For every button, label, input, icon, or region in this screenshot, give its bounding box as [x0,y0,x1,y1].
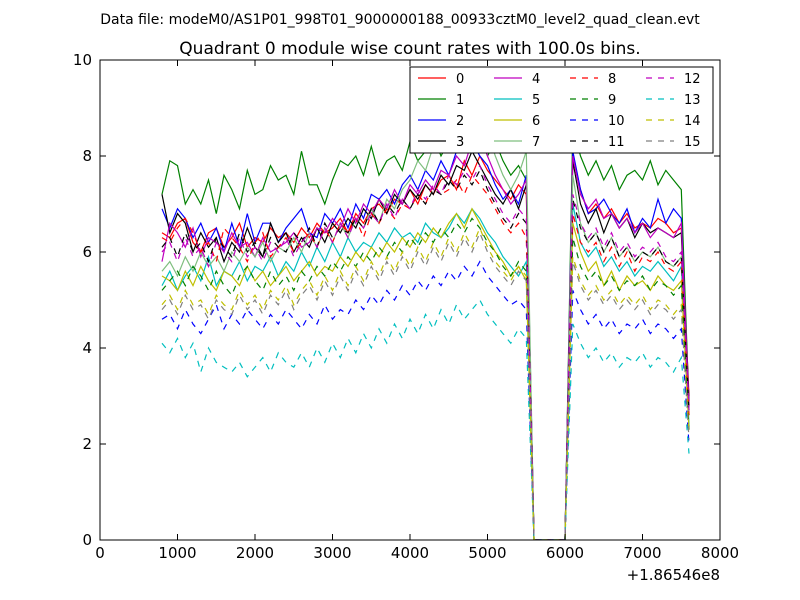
legend-box [409,66,714,154]
legend-label-13: 13 [684,93,701,108]
x-tick-label: 6000 [546,544,584,562]
series-line-13 [161,298,690,540]
series-line-8 [161,174,690,540]
x-tick-label: 2000 [236,544,274,562]
x-tick-label: 0 [95,544,105,562]
series-line-3 [161,149,690,540]
y-tick-label: 4 [82,339,92,357]
series-line-5 [161,203,690,540]
series-line-10 [161,260,690,540]
x-tick-label: 3000 [313,544,351,562]
legend-label-10: 10 [608,114,625,129]
x-tick-label: 1000 [158,544,196,562]
x-tick-label: 4000 [391,544,429,562]
x-tick-label: 7000 [623,544,661,562]
y-tick-label: 2 [82,435,92,453]
legend-label-11: 11 [608,135,625,150]
y-tick-label: 8 [82,147,92,165]
chart-title: Quadrant 0 module wise count rates with … [179,39,640,59]
legend-label-4: 4 [532,72,540,87]
legend-label-14: 14 [684,114,701,129]
x-tick-label: 5000 [468,544,506,562]
legend-label-5: 5 [532,93,540,108]
series-line-12 [161,164,690,540]
legend-label-12: 12 [684,72,701,87]
legend-label-15: 15 [684,135,701,150]
legend-label-2: 2 [456,114,464,129]
x-offset-label: +1.86546e8 [627,566,720,584]
series-line-4 [161,130,690,540]
legend-label-3: 3 [456,135,464,150]
legend-label-6: 6 [532,114,540,129]
y-tick-label: 0 [82,531,92,549]
legend-label-7: 7 [532,135,540,150]
series-line-6 [161,207,690,540]
series-line-11 [161,168,690,540]
figure-suptitle: Data file: modeM0/AS1P01_998T01_90000001… [100,12,700,28]
series-line-7 [161,92,690,540]
series-line-15 [161,231,690,540]
legend-label-9: 9 [608,93,616,108]
series-line-9 [161,217,690,540]
x-tick-label: 8000 [701,544,739,562]
legend-label-1: 1 [456,93,464,108]
y-tick-label: 10 [73,51,92,69]
y-tick-label: 6 [82,243,92,261]
legend-label-8: 8 [608,72,616,87]
legend-label-0: 0 [456,72,464,87]
